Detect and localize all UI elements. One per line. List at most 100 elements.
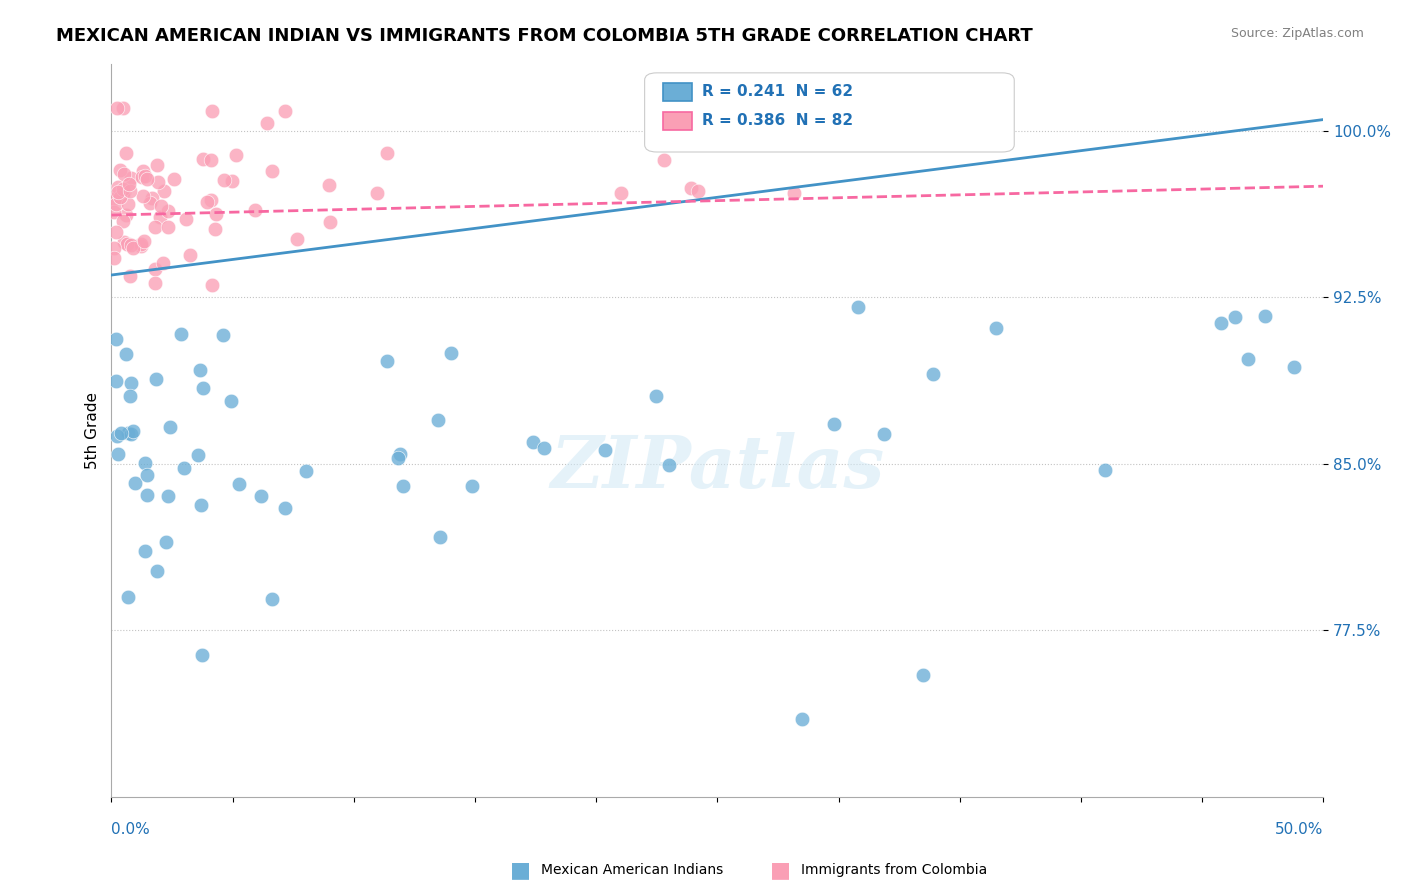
Text: ZIPatlas: ZIPatlas bbox=[550, 432, 884, 502]
Point bbox=[823, 417, 845, 431]
Point bbox=[984, 320, 1007, 334]
Point bbox=[122, 424, 145, 438]
Point bbox=[120, 268, 142, 283]
Point bbox=[110, 189, 132, 203]
Point bbox=[212, 172, 235, 186]
Point bbox=[105, 332, 128, 346]
Point bbox=[135, 172, 157, 186]
Point bbox=[429, 530, 451, 544]
Point bbox=[103, 241, 125, 255]
FancyBboxPatch shape bbox=[662, 112, 692, 130]
Point bbox=[118, 177, 141, 191]
Point bbox=[135, 488, 157, 502]
Point bbox=[104, 225, 127, 239]
Point bbox=[249, 489, 271, 503]
Point bbox=[173, 461, 195, 475]
Point bbox=[103, 252, 125, 266]
Point bbox=[273, 501, 295, 516]
Point bbox=[114, 146, 136, 161]
Point bbox=[112, 235, 135, 249]
Point bbox=[652, 153, 675, 168]
Text: Immigrants from Colombia: Immigrants from Colombia bbox=[801, 863, 987, 877]
Point bbox=[124, 475, 146, 490]
Point bbox=[112, 214, 135, 228]
Text: Mexican American Indians: Mexican American Indians bbox=[541, 863, 724, 877]
Point bbox=[295, 464, 318, 478]
Text: Source: ZipAtlas.com: Source: ZipAtlas.com bbox=[1230, 27, 1364, 40]
Point bbox=[200, 194, 222, 208]
Point bbox=[191, 152, 214, 166]
Point bbox=[392, 479, 415, 493]
Y-axis label: 5th Grade: 5th Grade bbox=[86, 392, 100, 469]
Point bbox=[1282, 359, 1305, 374]
Point bbox=[225, 148, 247, 162]
Point bbox=[134, 543, 156, 558]
Point bbox=[120, 238, 142, 252]
Point bbox=[103, 192, 125, 206]
Point bbox=[221, 174, 243, 188]
Point bbox=[112, 186, 135, 200]
Point bbox=[115, 237, 138, 252]
Point bbox=[105, 374, 128, 388]
Text: ■: ■ bbox=[770, 860, 790, 880]
Point bbox=[131, 169, 153, 184]
Point bbox=[688, 184, 710, 198]
Text: R = 0.386  N = 82: R = 0.386 N = 82 bbox=[702, 113, 852, 128]
Point bbox=[157, 203, 180, 218]
Point bbox=[427, 412, 450, 426]
Point bbox=[156, 489, 179, 503]
Point bbox=[717, 115, 740, 129]
Point bbox=[201, 277, 224, 292]
Point bbox=[170, 327, 193, 342]
Point bbox=[243, 202, 266, 217]
Point bbox=[375, 354, 398, 368]
Point bbox=[188, 363, 211, 377]
Point bbox=[115, 208, 138, 222]
Point bbox=[1253, 309, 1275, 323]
Point bbox=[145, 372, 167, 386]
Point bbox=[112, 102, 135, 116]
Point bbox=[1225, 310, 1247, 324]
Text: ■: ■ bbox=[510, 860, 530, 880]
Point bbox=[679, 181, 702, 195]
Point bbox=[533, 442, 555, 456]
Point bbox=[117, 425, 139, 440]
Point bbox=[319, 215, 342, 229]
Point bbox=[366, 186, 388, 200]
Point bbox=[115, 347, 138, 361]
Point bbox=[1236, 352, 1258, 367]
Point bbox=[163, 171, 186, 186]
Point bbox=[153, 185, 176, 199]
Point bbox=[204, 222, 226, 236]
Point bbox=[200, 153, 222, 168]
Point bbox=[139, 196, 162, 211]
Point bbox=[593, 443, 616, 458]
Point bbox=[107, 185, 129, 199]
Point bbox=[658, 458, 681, 472]
Point bbox=[155, 534, 177, 549]
Text: R = 0.241  N = 62: R = 0.241 N = 62 bbox=[702, 84, 852, 99]
Point bbox=[117, 237, 139, 252]
Point bbox=[256, 116, 278, 130]
Point bbox=[103, 205, 125, 219]
Text: 0.0%: 0.0% bbox=[111, 822, 150, 837]
Point bbox=[204, 207, 226, 221]
Point bbox=[134, 234, 156, 248]
Point bbox=[120, 426, 142, 441]
Point bbox=[152, 256, 174, 270]
Point bbox=[645, 389, 668, 403]
Point bbox=[110, 425, 132, 440]
Point bbox=[149, 211, 172, 225]
FancyBboxPatch shape bbox=[662, 83, 692, 101]
Point bbox=[132, 188, 155, 202]
Point bbox=[149, 199, 172, 213]
Point bbox=[318, 178, 340, 193]
Point bbox=[846, 300, 869, 314]
Point bbox=[111, 182, 134, 196]
Point bbox=[792, 712, 814, 726]
Point bbox=[129, 237, 152, 252]
Point bbox=[145, 158, 167, 172]
Point bbox=[117, 590, 139, 604]
Point bbox=[117, 197, 139, 211]
Point bbox=[120, 376, 142, 391]
